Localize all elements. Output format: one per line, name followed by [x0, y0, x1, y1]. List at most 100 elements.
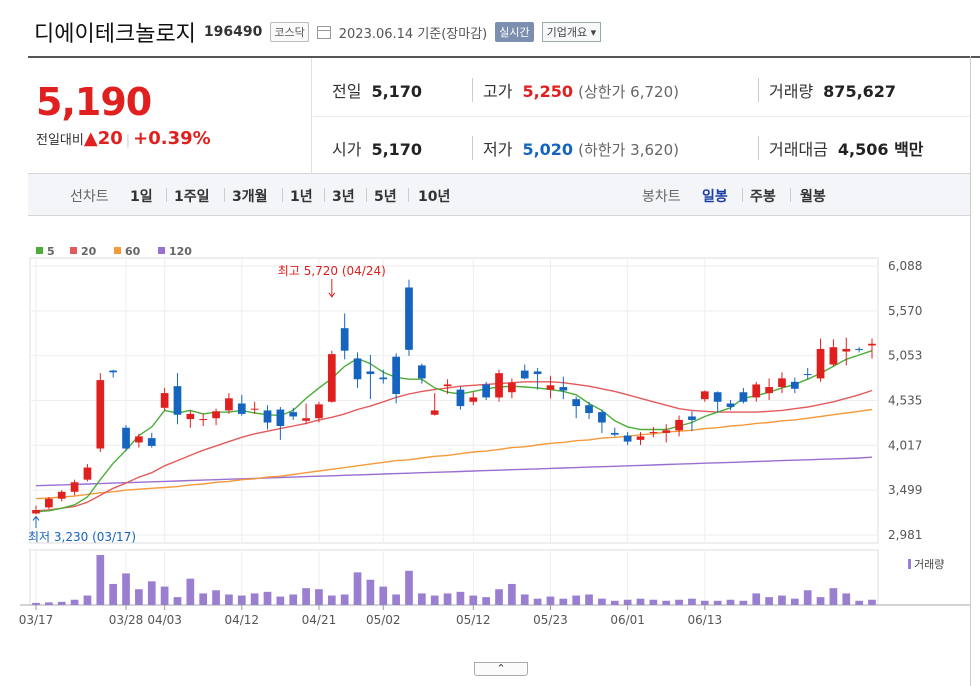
high-label: 고가	[483, 82, 513, 101]
candle-body	[559, 387, 568, 391]
volume-bar	[263, 591, 272, 605]
y-tick-label: 3,499	[888, 483, 922, 497]
volume-frame	[29, 549, 879, 606]
candle-body	[379, 377, 388, 380]
candle-body	[752, 384, 761, 398]
period-1w[interactable]: 1주일	[174, 189, 210, 205]
up-arrow-icon: ▲	[83, 128, 98, 149]
period-3y[interactable]: 3년	[332, 189, 355, 205]
ma-line-ma20	[35, 381, 873, 512]
collapse-toggle-button[interactable]: ⌃	[474, 662, 528, 676]
candle-body	[803, 374, 812, 376]
volume-bar	[520, 594, 529, 605]
divider	[408, 188, 409, 202]
current-price-cell: 5,190 전일대비▲20 | +0.39%	[28, 58, 312, 174]
divider	[282, 188, 283, 202]
candle-body	[816, 348, 825, 379]
candle-body	[636, 436, 645, 440]
volume-bar	[842, 593, 851, 605]
period-10y[interactable]: 10년	[418, 189, 451, 205]
legend-swatch	[36, 247, 43, 254]
candle-body	[623, 435, 632, 442]
legend-label: 5	[47, 245, 55, 258]
period-1d[interactable]: 1일	[130, 189, 153, 205]
volume-bar	[276, 596, 285, 605]
volume-bar	[405, 570, 413, 605]
period-1y[interactable]: 1년	[290, 189, 313, 205]
volume-legend-swatch	[908, 559, 911, 569]
volume-bar	[855, 600, 863, 605]
divider	[313, 116, 970, 117]
candle-body	[662, 430, 671, 433]
ma-line-ma60	[35, 408, 873, 500]
realtime-button[interactable]: 실시간	[495, 22, 534, 42]
candle-body	[469, 397, 478, 402]
open-price: 시가 5,170	[332, 136, 422, 160]
divider	[742, 188, 743, 202]
volume-bar	[70, 599, 79, 605]
prev-close-label: 전일	[332, 82, 362, 101]
volume-bar	[790, 598, 799, 605]
chart-period-nav: 선차트 1일 1주일 3개월 1년 3년 5년 10년 봉차트 일봉 주봉 월봉	[28, 174, 970, 216]
volume-bar	[456, 591, 465, 605]
candle-body	[327, 354, 336, 402]
volume-bar	[83, 595, 92, 605]
volume-bar	[675, 599, 683, 605]
volume-bar	[495, 589, 503, 605]
candle-body	[649, 432, 658, 434]
lower-limit: (하한가 3,620)	[578, 141, 679, 159]
candle-body	[855, 348, 863, 350]
volume-bar	[443, 593, 452, 605]
divider	[324, 188, 325, 202]
candle-body	[225, 398, 233, 411]
volume-bar	[289, 594, 298, 605]
candle-body	[250, 408, 259, 410]
candle-body	[778, 378, 786, 388]
x-tick-label: 04/03	[147, 613, 182, 627]
candle-weekly[interactable]: 주봉	[750, 189, 776, 205]
candle-body	[340, 328, 349, 351]
volume-bar	[250, 593, 259, 605]
low-price: 저가 5,020 (하한가 3,620)	[472, 136, 679, 160]
legend-label: 20	[81, 245, 97, 258]
candle-monthly[interactable]: 월봉	[800, 189, 826, 205]
x-tick-label: 05/23	[533, 613, 568, 627]
divider	[366, 188, 367, 202]
low-annotation: 최저 3,230 (03/17)	[28, 530, 136, 544]
volume-bar	[482, 597, 491, 605]
period-3m[interactable]: 3개월	[232, 189, 268, 205]
volume-bar	[32, 602, 40, 605]
high-arrow-icon	[328, 292, 336, 298]
change-label: 전일대비	[36, 133, 84, 148]
period-5y[interactable]: 5년	[374, 189, 397, 205]
candle-body	[57, 491, 66, 499]
x-tick-label: 06/13	[688, 613, 723, 627]
candle-body	[122, 427, 130, 449]
company-info-dropdown[interactable]: 기업개요 ▾	[541, 22, 602, 42]
x-tick-label: 05/02	[366, 613, 401, 627]
candle-body	[392, 356, 400, 394]
volume-legend-label: 거래량	[914, 558, 944, 571]
volume-bar	[469, 595, 478, 605]
candle-body	[546, 385, 555, 390]
volume-bar	[212, 590, 220, 605]
candle-daily[interactable]: 일봉	[702, 189, 728, 205]
candle-body	[675, 419, 683, 431]
candle-body	[739, 392, 748, 402]
volume-bar	[45, 602, 53, 605]
divider	[970, 56, 971, 686]
trade-amount: 거래대금 4,506 백만	[758, 136, 924, 160]
low-label: 저가	[483, 140, 513, 159]
candle-body	[713, 392, 722, 402]
high-value: 5,250	[522, 82, 574, 101]
volume-bar	[829, 588, 838, 605]
volume-bar	[662, 600, 671, 605]
candle-body	[726, 403, 735, 407]
volume-bar	[688, 598, 696, 605]
candle-body	[790, 381, 799, 389]
candle-body	[147, 438, 156, 446]
volume-bar	[135, 589, 143, 605]
volume-bar	[430, 595, 439, 605]
volume-bar	[147, 581, 156, 605]
